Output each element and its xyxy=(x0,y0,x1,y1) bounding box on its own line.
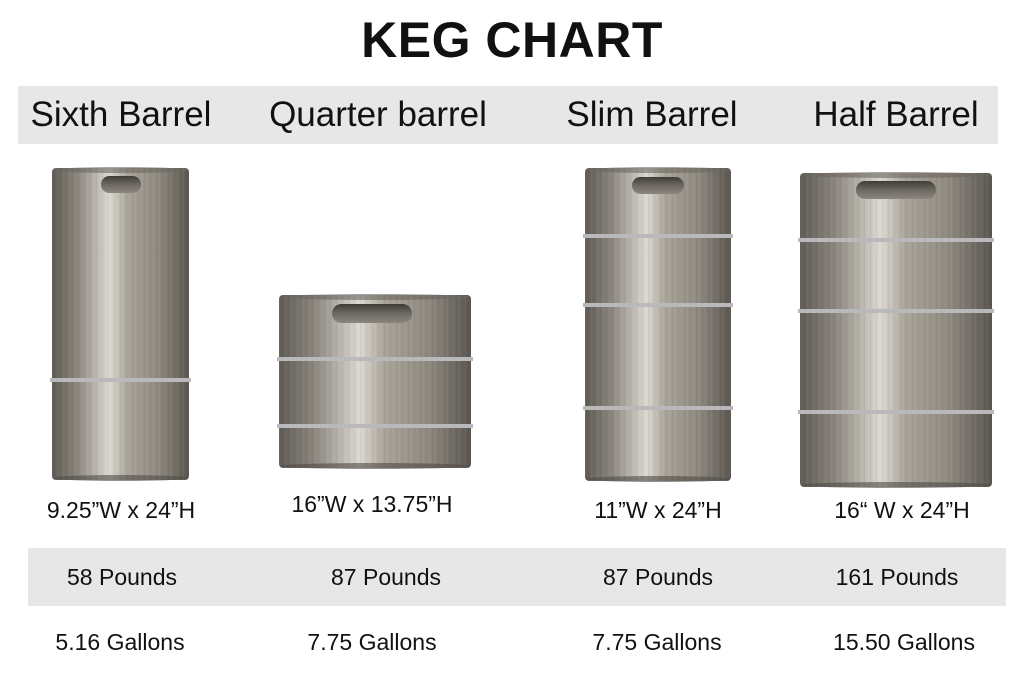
weight-sixth-barrel: 58 Pounds xyxy=(67,564,177,590)
keg-half-barrel xyxy=(798,172,994,488)
volume-slim-barrel: 7.75 Gallons xyxy=(592,629,722,655)
keg-name-quarter-barrel: Quarter barrel xyxy=(269,95,487,134)
weight-slim-barrel: 87 Pounds xyxy=(603,564,713,590)
hoop-icon xyxy=(583,234,733,238)
hoop-icon xyxy=(798,309,994,313)
keg-sixth-barrel xyxy=(50,167,191,481)
volume-sixth-barrel: 5.16 Gallons xyxy=(55,629,185,655)
keg-name-slim-barrel: Slim Barrel xyxy=(566,95,738,134)
handle-icon xyxy=(632,177,684,194)
volume-half-barrel: 15.50 Gallons xyxy=(833,629,975,655)
keg-quarter-barrel xyxy=(277,294,473,469)
dimensions-quarter-barrel: 16”W x 13.75”H xyxy=(291,491,453,517)
hoop-icon xyxy=(277,357,473,361)
weight-quarter-barrel: 87 Pounds xyxy=(331,564,441,590)
keg-slim-barrel xyxy=(583,167,733,482)
hoop-icon xyxy=(798,238,994,242)
hoop-icon xyxy=(583,303,733,307)
weight-band xyxy=(28,548,1006,606)
keg-name-half-barrel: Half Barrel xyxy=(813,95,979,134)
dimensions-half-barrel: 16“ W x 24”H xyxy=(834,497,970,523)
chart-title: KEG CHART xyxy=(361,12,663,68)
volume-quarter-barrel: 7.75 Gallons xyxy=(307,629,437,655)
weight-half-barrel: 161 Pounds xyxy=(835,564,959,590)
dimensions-sixth-barrel: 9.25”W x 24”H xyxy=(46,497,196,523)
handle-icon xyxy=(332,304,412,323)
dimensions-slim-barrel: 11”W x 24”H xyxy=(594,497,722,523)
hoop-icon xyxy=(583,406,733,410)
hoop-icon xyxy=(798,410,994,414)
handle-icon xyxy=(856,181,936,199)
hoop-icon xyxy=(50,378,191,382)
header-band xyxy=(18,86,998,144)
handle-icon xyxy=(101,176,141,193)
keg-name-sixth-barrel: Sixth Barrel xyxy=(30,95,212,134)
hoop-icon xyxy=(277,424,473,428)
